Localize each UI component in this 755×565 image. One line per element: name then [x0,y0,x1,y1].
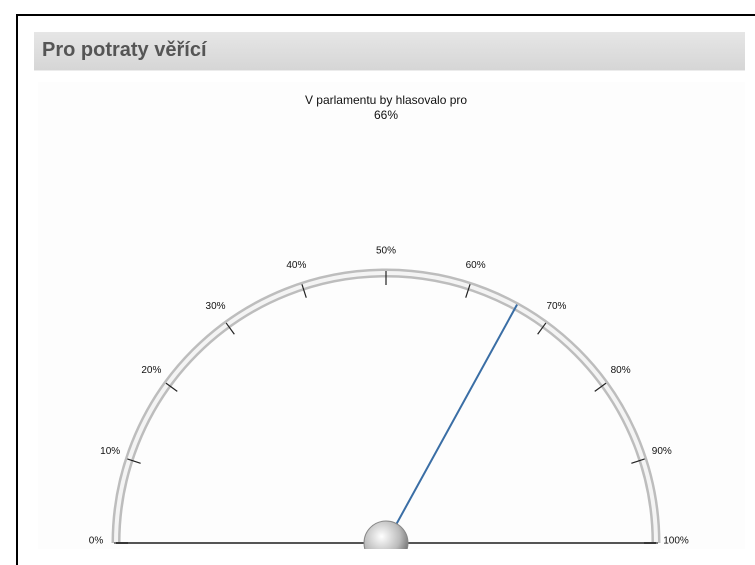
tick-label: 50% [376,246,396,257]
tick-label: 60% [466,260,486,271]
tick-label: 10% [100,446,120,457]
tick-mark [594,382,607,392]
tick-label: 90% [652,446,672,457]
tick-mark [465,284,471,298]
needle-hub [363,520,409,549]
gauge-title: V parlamentu by hlasovalo pro [305,93,467,107]
tick-label: 80% [611,365,631,376]
frame [16,14,755,565]
tick-label: 30% [206,301,226,312]
value-label: 66% [374,108,398,122]
header-title: Pro potraty věřící [42,39,207,61]
tick-mark [165,382,178,392]
tick-mark [631,458,645,464]
tick-label: 0% [89,536,104,547]
tick-mark [301,284,307,298]
header: Pro potraty věřící [34,32,745,71]
tick-label: 20% [141,365,161,376]
tick-label: 70% [546,301,566,312]
needle [385,304,518,544]
tick-mark [225,322,235,335]
tick-mark [537,322,547,335]
panel [38,82,745,549]
tick-label: 40% [286,260,306,271]
tick-mark [127,458,141,464]
tick-label: 100% [663,536,689,547]
